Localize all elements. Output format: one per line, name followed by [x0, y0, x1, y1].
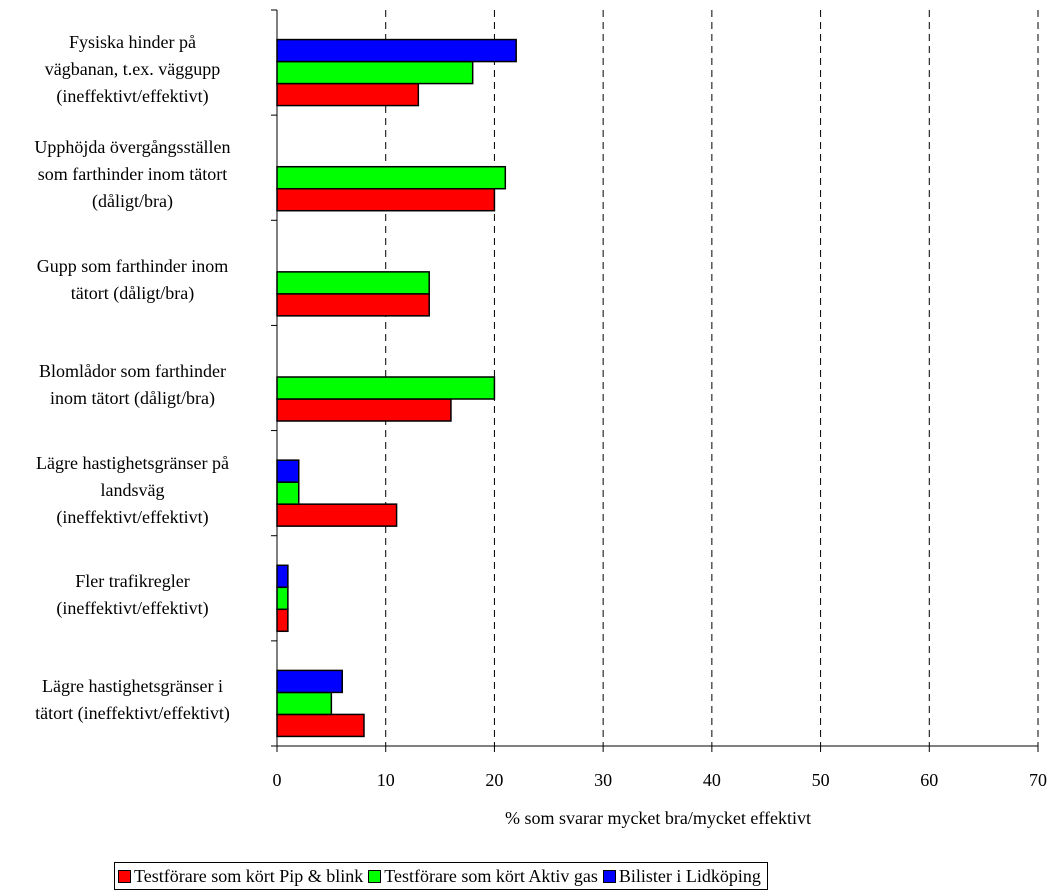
bar: [276, 60, 474, 85]
bar: [276, 38, 517, 63]
bar: [276, 481, 300, 505]
x-tick-label: 20: [485, 770, 503, 790]
x-tick-labels: 0 10 20 30 40 50 60 70: [273, 770, 1048, 790]
bar: [276, 564, 289, 589]
category-label: Fysiska hinder på vägbanan, t.ex. väggup…: [44, 32, 221, 107]
bar: [276, 82, 420, 107]
bar: [276, 398, 452, 422]
legend-item: Testförare som kört Aktiv gas: [368, 866, 598, 887]
bar: [276, 691, 333, 716]
bar: [276, 293, 430, 317]
legend: Testförare som kört Pip & blink Testförar…: [114, 862, 768, 890]
x-tick-label: 50: [812, 770, 830, 790]
bar: [276, 165, 507, 190]
legend-label: Testförare som kört Pip & blink: [134, 865, 364, 886]
legend-label: Bilister i Lidköping: [618, 865, 761, 886]
legend-swatch: [118, 869, 131, 883]
x-axis-label: % som svarar mycket bra/mycket effektivt: [504, 808, 812, 828]
x-tick-label: 30: [594, 770, 612, 790]
grid-lines: [385, 10, 1039, 746]
legend-label: Testförare som kört Aktiv gas: [384, 865, 598, 886]
bar: [276, 459, 300, 483]
bar: [276, 669, 343, 694]
legend-swatch: [602, 869, 616, 883]
bar: [276, 376, 496, 400]
bar: [276, 271, 430, 295]
bar: [276, 713, 365, 738]
x-tick-label: 0: [273, 770, 282, 790]
legend-item: Testförare som kört Pip & blink: [118, 866, 363, 887]
x-tick-label: 70: [1029, 770, 1047, 790]
x-tick-label: 10: [377, 770, 395, 790]
category-label: Upphöjda övergångsställen som farthinder…: [34, 137, 231, 212]
x-tick-label: 40: [703, 770, 721, 790]
bar: [276, 586, 289, 611]
bar: [276, 608, 289, 633]
category-label: Lägre hastighetsgränser i tätort (ineffe…: [35, 676, 230, 724]
legend-swatch: [368, 869, 382, 883]
bar: [276, 503, 398, 527]
axes: [271, 9, 1039, 752]
bars: [276, 38, 517, 738]
category-label: Lägre hastighetsgränser på landsväg (ine…: [36, 452, 229, 527]
category-label: Fler trafikregler (ineffektivt/effektivt…: [56, 571, 209, 619]
x-tick-label: 60: [920, 770, 938, 790]
category-label: Blomlådor som farthinder inom tätort (då…: [39, 361, 226, 408]
legend-item: Bilister i Lidköping: [602, 865, 761, 887]
category-label: Gupp som farthinder inom tätort (dåligt/…: [36, 255, 229, 303]
bar: [276, 187, 496, 212]
